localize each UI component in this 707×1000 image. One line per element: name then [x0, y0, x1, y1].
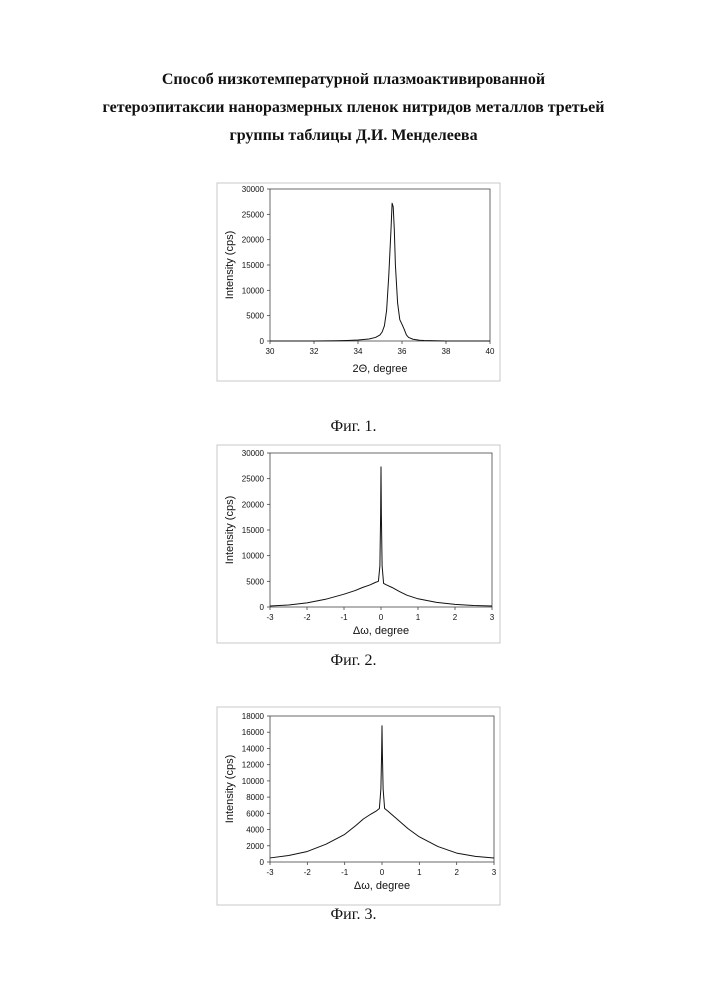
y-tick-label: 18000 — [242, 712, 265, 721]
title-line-3: группы таблицы Д.И. Менделеева — [60, 122, 647, 150]
figure-1-caption: Фиг. 1. — [0, 418, 707, 436]
x-axis-label: Δω, degree — [354, 880, 410, 892]
chart-1: 0 5000 10000 15000 20000 25000 30000 30 32 34 36 38… — [217, 183, 500, 381]
x-tick-label: -2 — [304, 868, 312, 877]
plot-area — [270, 189, 490, 341]
series-line — [270, 203, 490, 341]
plot-area — [270, 453, 492, 607]
chart-frame — [217, 183, 500, 381]
y-axis-label: Intensity (cps) — [224, 496, 236, 564]
title-line-1: Способ низкотемпературной плазмоактивиро… — [60, 66, 647, 94]
series-line — [270, 726, 494, 858]
x-tick-label: 36 — [398, 347, 407, 356]
x-tick-label: 30 — [266, 347, 275, 356]
y-tick-label: 2000 — [246, 842, 264, 851]
x-tick-label: 1 — [416, 613, 421, 622]
figure-3-caption: Фиг. 3. — [0, 906, 707, 924]
x-tick-label: -3 — [266, 613, 274, 622]
chart-2: 0 5000 10000 15000 20000 25000 30000 -3 -2 -1 0 1 2 3… — [217, 445, 500, 643]
x-tick-label: 0 — [379, 613, 384, 622]
y-tick-label: 20000 — [242, 500, 265, 509]
x-tick-label: 0 — [380, 868, 385, 877]
y-tick-label: 30000 — [242, 185, 265, 194]
chart-3: 0 2000 4000 6000 8000 10000 12000 14000 16000 180… — [217, 707, 500, 905]
figure-2-caption: Фиг. 2. — [0, 652, 707, 670]
y-tick-label: 5000 — [246, 577, 264, 586]
x-tick-label: 38 — [442, 347, 451, 356]
y-tick-label: 8000 — [246, 793, 264, 802]
x-tick-label: 34 — [354, 347, 363, 356]
x-tick-label: -1 — [341, 868, 349, 877]
x-tick-label: -3 — [266, 868, 274, 877]
y-tick-label: 5000 — [246, 312, 264, 321]
y-tick-label: 16000 — [242, 728, 265, 737]
x-tick-label: 3 — [490, 613, 495, 622]
y-tick-label: 10000 — [242, 777, 265, 786]
x-tick-label: -1 — [340, 613, 348, 622]
x-axis-label: 2Θ, degree — [352, 363, 407, 375]
x-tick-label: 3 — [492, 868, 497, 877]
x-tick-label: 1 — [417, 868, 422, 877]
y-tick-label: 4000 — [246, 826, 264, 835]
y-tick-label: 15000 — [242, 261, 265, 270]
x-axis-label: Δω, degree — [353, 625, 409, 637]
y-axis-label: Intensity (cps) — [224, 755, 236, 823]
y-tick-label: 0 — [260, 337, 265, 346]
title-line-2: гетероэпитаксии наноразмерных пленок нит… — [60, 94, 647, 122]
chart-frame — [217, 445, 500, 643]
document-title: Способ низкотемпературной плазмоактивиро… — [60, 66, 647, 150]
y-tick-label: 10000 — [242, 286, 265, 295]
y-tick-label: 25000 — [242, 475, 265, 484]
x-tick-label: 40 — [486, 347, 495, 356]
y-tick-label: 12000 — [242, 761, 265, 770]
x-tick-label: -2 — [303, 613, 311, 622]
plot-area — [270, 716, 494, 862]
y-tick-label: 30000 — [242, 449, 265, 458]
y-tick-label: 0 — [260, 858, 265, 867]
y-tick-label: 25000 — [242, 210, 265, 219]
y-tick-label: 0 — [260, 603, 265, 612]
x-tick-label: 32 — [310, 347, 319, 356]
x-tick-label: 2 — [453, 613, 458, 622]
x-tick-label: 2 — [454, 868, 459, 877]
y-tick-label: 14000 — [242, 744, 265, 753]
chart-frame — [217, 707, 500, 905]
y-axis-label: Intensity (cps) — [224, 231, 236, 299]
y-tick-label: 6000 — [246, 809, 264, 818]
y-tick-label: 10000 — [242, 552, 265, 561]
series-line — [270, 467, 492, 606]
y-tick-label: 20000 — [242, 236, 265, 245]
y-tick-label: 15000 — [242, 526, 265, 535]
